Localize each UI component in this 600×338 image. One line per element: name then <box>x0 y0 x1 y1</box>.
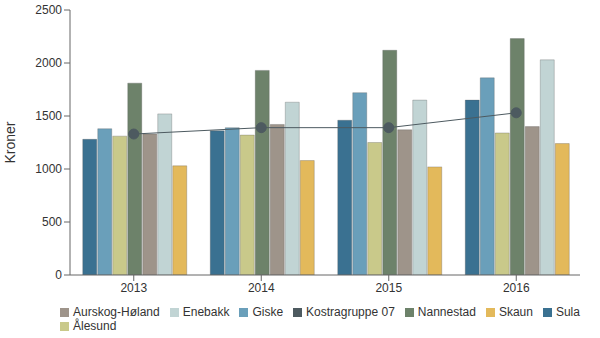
svg-text:2000: 2000 <box>35 56 62 70</box>
html-text:Ålesund: Ålesund <box>73 319 117 333</box>
html-text:Sula: Sula <box>555 305 580 319</box>
svg-text:1500: 1500 <box>35 109 62 123</box>
svg-text:2500: 2500 <box>35 3 62 17</box>
svg-text:Kroner: Kroner <box>8 121 18 163</box>
svg-text:500: 500 <box>42 215 62 229</box>
html-text:Kostragruppe 07: Kostragruppe 07 <box>306 305 395 319</box>
svg-text:2016: 2016 <box>503 281 530 295</box>
html-text:Enebakk: Enebakk <box>182 305 230 319</box>
html-text:Aurskog-Høland: Aurskog-Høland <box>73 305 160 319</box>
svg-text:0: 0 <box>55 268 62 282</box>
svg-text:2014: 2014 <box>248 281 275 295</box>
html-text:Giske: Giske <box>252 305 284 319</box>
svg-text:2015: 2015 <box>375 281 402 295</box>
html-text:Skaun: Skaun <box>498 305 533 319</box>
svg-text:1000: 1000 <box>35 162 62 176</box>
html-text:Nannestad: Nannestad <box>417 305 476 319</box>
svg-text:2013: 2013 <box>120 281 147 295</box>
